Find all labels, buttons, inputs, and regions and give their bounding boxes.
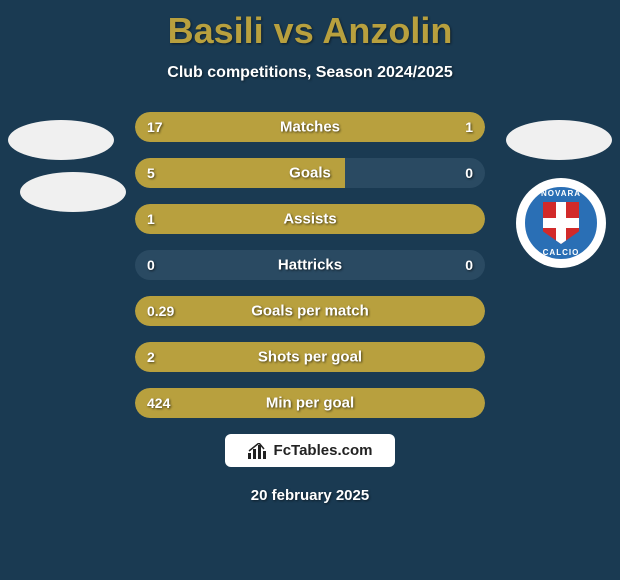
stat-label: Assists xyxy=(283,211,336,228)
stat-value-left: 2 xyxy=(147,349,155,365)
stat-row: 5 0 Goals xyxy=(135,158,485,188)
crest-ring: NOVARA CALCIO xyxy=(521,183,601,263)
stat-label: Goals xyxy=(289,165,331,182)
stat-value-right: 0 xyxy=(465,257,473,273)
crest-shield xyxy=(543,202,579,244)
stat-label: Min per goal xyxy=(266,395,354,412)
stat-value-left: 0.29 xyxy=(147,303,174,319)
watermark-text: FcTables.com xyxy=(274,442,373,459)
crest-text-bottom: CALCIO xyxy=(525,248,597,257)
stat-value-right: 1 xyxy=(465,119,473,135)
stat-row: 17 1 Matches xyxy=(135,112,485,142)
player-right-crest: NOVARA CALCIO xyxy=(516,178,606,268)
stat-value-right: 0 xyxy=(465,165,473,181)
stats-container: 17 1 Matches 5 0 Goals 1 Assists 0 0 Hattricks 0.29… xyxy=(135,112,485,418)
crest-cross-horizontal xyxy=(543,218,579,228)
stat-value-left: 17 xyxy=(147,119,163,135)
stat-value-left: 1 xyxy=(147,211,155,227)
crest-text-top: NOVARA xyxy=(525,189,597,198)
player-left-badge-2 xyxy=(20,172,126,212)
stat-bar-left xyxy=(135,112,408,142)
player-left-badge-1 xyxy=(8,120,114,160)
stat-value-left: 0 xyxy=(147,257,155,273)
stat-bar-right xyxy=(408,112,485,142)
stat-label: Goals per match xyxy=(251,303,369,320)
watermark[interactable]: FcTables.com xyxy=(225,434,395,467)
stat-row: 1 Assists xyxy=(135,204,485,234)
stat-row: 2 Shots per goal xyxy=(135,342,485,372)
stat-value-left: 5 xyxy=(147,165,155,181)
stat-label: Hattricks xyxy=(278,257,342,274)
page-subtitle: Club competitions, Season 2024/2025 xyxy=(0,64,620,82)
stat-label: Matches xyxy=(280,119,340,136)
chart-icon xyxy=(248,443,268,459)
stat-row: 0 0 Hattricks xyxy=(135,250,485,280)
stat-label: Shots per goal xyxy=(258,349,362,366)
date-text: 20 february 2025 xyxy=(0,487,620,504)
page-title: Basili vs Anzolin xyxy=(0,0,620,52)
stat-row: 424 Min per goal xyxy=(135,388,485,418)
stat-value-left: 424 xyxy=(147,395,170,411)
stat-row: 0.29 Goals per match xyxy=(135,296,485,326)
player-right-badge-1 xyxy=(506,120,612,160)
